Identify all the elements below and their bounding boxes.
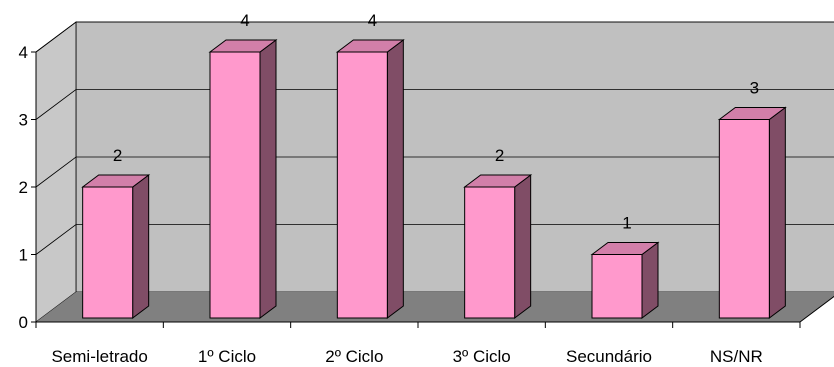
- bar-front: [82, 186, 134, 319]
- gridlines: [35, 21, 834, 255]
- bar-side: [386, 39, 404, 319]
- data-label: 3: [750, 79, 759, 98]
- y-tick-label: 4: [19, 43, 28, 62]
- bar: [81, 174, 151, 319]
- y-tick-label: 0: [19, 313, 28, 332]
- bar-front: [336, 51, 388, 319]
- category-label: 2º Ciclo: [325, 347, 383, 366]
- category-label: 3º Ciclo: [453, 347, 511, 366]
- bar-side: [514, 174, 532, 319]
- bar-front: [591, 254, 643, 319]
- data-label: 2: [113, 146, 122, 165]
- gridline: [35, 156, 834, 188]
- bar-front: [209, 51, 261, 319]
- bar-side: [259, 39, 277, 319]
- y-tick-label: 2: [19, 178, 28, 197]
- bars: [81, 39, 787, 319]
- category-label: Secundário: [566, 347, 652, 366]
- y-tick-label: 1: [19, 246, 28, 265]
- data-label: 2: [495, 146, 504, 165]
- category-label: NS/NR: [710, 347, 763, 366]
- bar-front: [464, 186, 516, 319]
- bar: [717, 106, 787, 319]
- bar: [590, 241, 660, 319]
- bar-side: [641, 241, 659, 319]
- bar: [208, 39, 278, 319]
- gridline: [35, 21, 834, 53]
- y-tick-label: 3: [19, 111, 28, 130]
- category-label: Semi-letrado: [51, 347, 147, 366]
- data-label: 4: [368, 11, 377, 30]
- bar: [335, 39, 405, 319]
- bar-side: [132, 174, 150, 319]
- floor-edge: [799, 295, 834, 323]
- axes: [31, 51, 834, 328]
- chart-walls: [35, 21, 834, 323]
- data-label: 4: [240, 11, 249, 30]
- category-label: 1º Ciclo: [198, 347, 256, 366]
- bar: [463, 174, 533, 319]
- bar-side: [768, 106, 786, 319]
- gridline: [35, 89, 834, 120]
- bar-front: [718, 119, 770, 319]
- labels: 0 1 2 3 4 2 Semi-letrado 4 1º Ciclo 4 2º Ciclo 2 3º …: [19, 11, 763, 366]
- gridline: [35, 224, 834, 255]
- data-label: 1: [622, 214, 631, 233]
- floor: [36, 292, 834, 322]
